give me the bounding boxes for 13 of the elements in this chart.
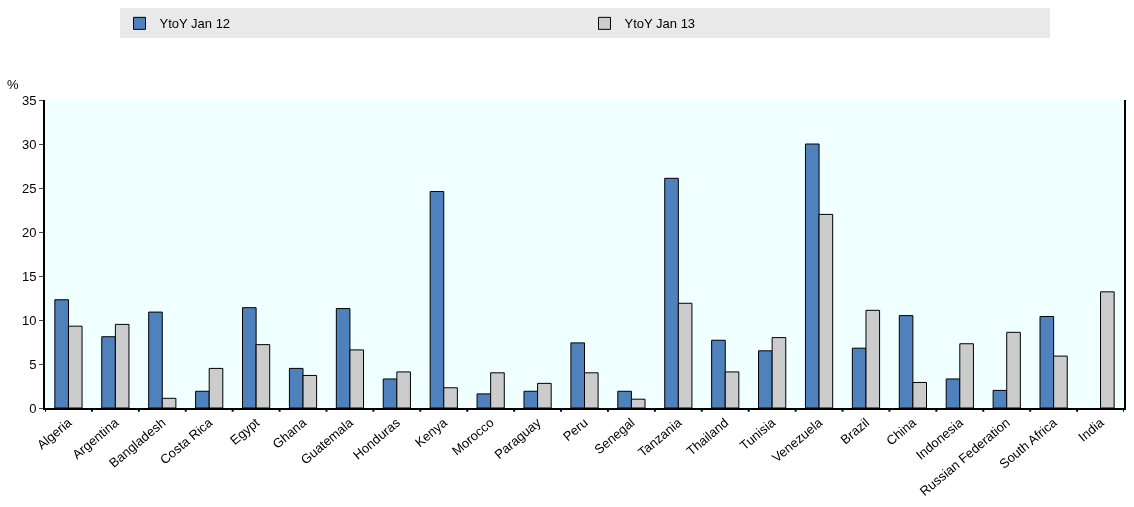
y-tick-label: 5	[29, 356, 37, 372]
y-tick-label: 0	[29, 400, 37, 416]
y-tick-label: 30	[21, 136, 37, 152]
y-tick-label: 25	[21, 180, 37, 196]
x-tick-label: India	[1075, 414, 1108, 445]
legend-label: YtoY Jan 13	[624, 16, 696, 32]
y-tick-label: 15	[21, 268, 37, 284]
x-tick-label: Peru	[559, 414, 591, 445]
legend-label: YtoY Jan 12	[159, 16, 231, 32]
y-axis-title: %	[7, 77, 19, 92]
y-tick-label: 20	[21, 224, 37, 240]
y-tick-label: 35	[21, 92, 37, 108]
y-tick-label: 10	[21, 312, 37, 328]
